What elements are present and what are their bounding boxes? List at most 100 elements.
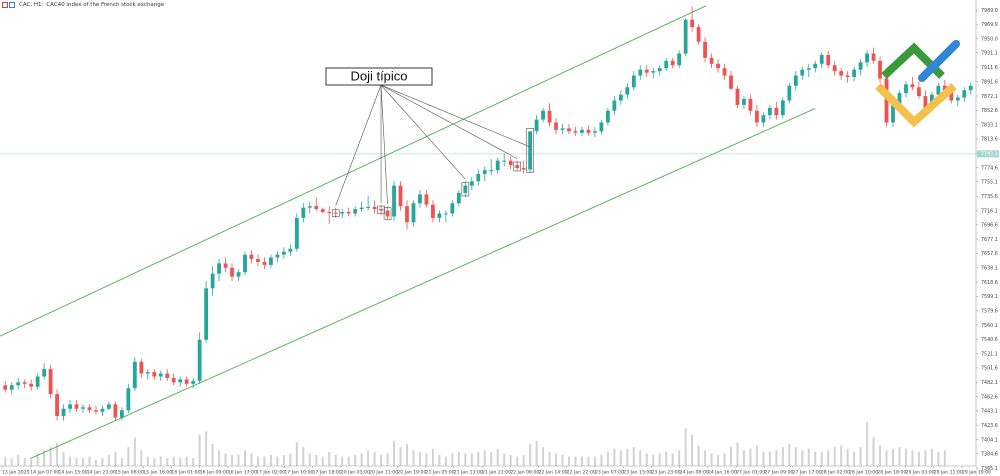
candle xyxy=(813,60,818,73)
candle xyxy=(74,399,79,412)
price-axis: 7989.0 7969.9 7950.0 7931.1 7911.6 7891.6 7872… xyxy=(975,0,1000,476)
candle xyxy=(541,107,545,123)
volume-bar xyxy=(470,453,473,466)
volume-bar xyxy=(723,453,726,466)
annotation-label: Doji típico xyxy=(350,69,407,84)
doji-highlight-box xyxy=(331,209,340,217)
candle xyxy=(865,50,869,67)
candle xyxy=(191,377,196,389)
candle xyxy=(152,369,157,380)
channel-upper-line xyxy=(0,5,707,337)
doji-highlight-box xyxy=(513,161,521,172)
volume-bar xyxy=(153,458,156,466)
volume-bar xyxy=(827,450,830,466)
volume-bar xyxy=(678,450,681,466)
candle xyxy=(489,159,494,176)
volume-bar xyxy=(302,447,305,466)
volume-bar xyxy=(334,455,337,466)
volume-bar xyxy=(341,456,344,466)
volume-bar xyxy=(645,453,648,466)
candle xyxy=(677,50,682,69)
volume-bar xyxy=(133,437,136,466)
price-tick-label: 7969.9 xyxy=(981,22,998,28)
volume-bar xyxy=(146,456,149,466)
symbol-description: CAC40 index of the French stock exchange xyxy=(46,2,165,8)
candle xyxy=(372,200,377,214)
price-tick-label: 7482.1 xyxy=(981,380,998,386)
volume-bar xyxy=(574,456,577,466)
candle xyxy=(22,379,27,389)
volume-bar xyxy=(652,455,655,466)
time-tick-label: 22 Jan 14:00 xyxy=(538,470,567,476)
candle xyxy=(729,71,733,91)
volume-bar xyxy=(853,451,856,466)
time-tick-label: 20 Jan 11:00 xyxy=(369,470,398,476)
time-tick-label: 29 Jan 19:00 xyxy=(962,470,991,476)
candle xyxy=(184,376,189,387)
candle xyxy=(469,176,474,191)
candle xyxy=(508,156,513,170)
candle xyxy=(42,363,47,380)
candle xyxy=(599,119,604,135)
symbol-label: CAC, H1: xyxy=(19,2,44,8)
volume-bar xyxy=(600,455,603,466)
annotation-pointer xyxy=(380,84,388,205)
volume-bar xyxy=(866,422,869,466)
candle xyxy=(269,254,273,268)
candle xyxy=(9,382,14,395)
candle xyxy=(340,209,345,218)
price-tick-label: 7696.6 xyxy=(981,223,998,229)
volume-bar xyxy=(198,434,201,466)
time-tick-label: 21 Jan 05:00 xyxy=(426,470,455,476)
time-tick-label: 29 Jan 11:00 xyxy=(934,470,963,476)
candle xyxy=(379,204,383,215)
candle xyxy=(301,203,306,223)
price-tick-label: 7931.1 xyxy=(981,50,998,56)
candle xyxy=(443,210,448,223)
candle xyxy=(534,115,539,135)
candle xyxy=(502,153,507,167)
price-tick-label: 7365.1 xyxy=(981,466,998,472)
candle xyxy=(463,181,468,198)
volume-bar xyxy=(347,456,350,466)
volume-bars xyxy=(4,422,946,466)
candle xyxy=(456,190,461,207)
candle xyxy=(424,190,429,208)
candle xyxy=(839,68,844,80)
time-tick-label: 15 Jan 16:00 xyxy=(143,470,172,476)
price-tick-label: 7638.1 xyxy=(981,266,998,272)
volume-bar xyxy=(406,444,408,466)
volume-bar xyxy=(444,456,447,466)
candle xyxy=(547,103,552,127)
volume-bar xyxy=(43,450,46,466)
doji-highlight-box xyxy=(526,128,534,173)
candle xyxy=(476,169,481,186)
candle xyxy=(690,6,695,32)
candle xyxy=(366,195,371,211)
candle xyxy=(845,71,850,83)
candle xyxy=(204,281,209,343)
candle xyxy=(223,257,228,273)
volume-bar xyxy=(431,448,434,466)
candle xyxy=(359,201,364,213)
volume-bar xyxy=(140,450,143,466)
volume-bar xyxy=(704,450,707,466)
candle xyxy=(657,65,662,76)
candle xyxy=(405,200,409,230)
volume-bar xyxy=(814,451,817,466)
volume-bar xyxy=(328,451,331,466)
candle xyxy=(528,131,533,173)
candle xyxy=(392,181,396,221)
volume-bar xyxy=(846,448,849,466)
candle xyxy=(515,160,520,171)
time-tick-label: 28 Jan 18:00 xyxy=(877,470,906,476)
candle xyxy=(612,96,617,116)
candle xyxy=(917,81,921,100)
volume-bar xyxy=(295,442,298,466)
volume-bar xyxy=(82,458,84,466)
volume-bar xyxy=(56,442,59,466)
volume-bar xyxy=(276,456,279,466)
volume-bar xyxy=(898,447,901,466)
